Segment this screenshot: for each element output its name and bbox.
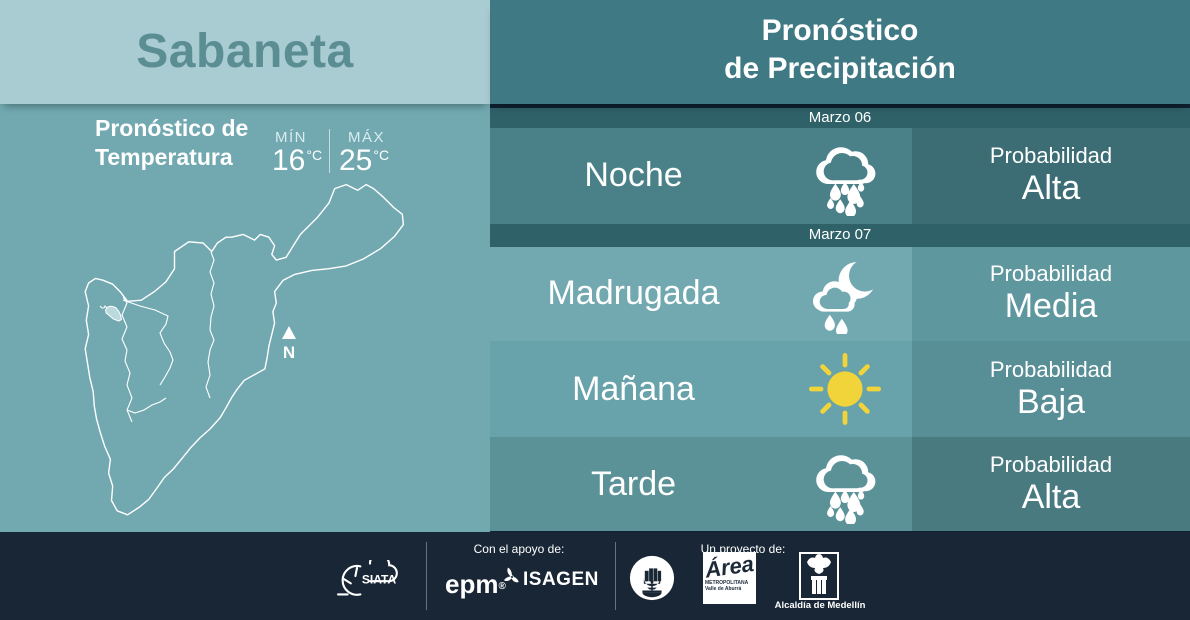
svg-text:SIATA: SIATA xyxy=(362,573,397,587)
svg-text:N: N xyxy=(283,343,295,362)
